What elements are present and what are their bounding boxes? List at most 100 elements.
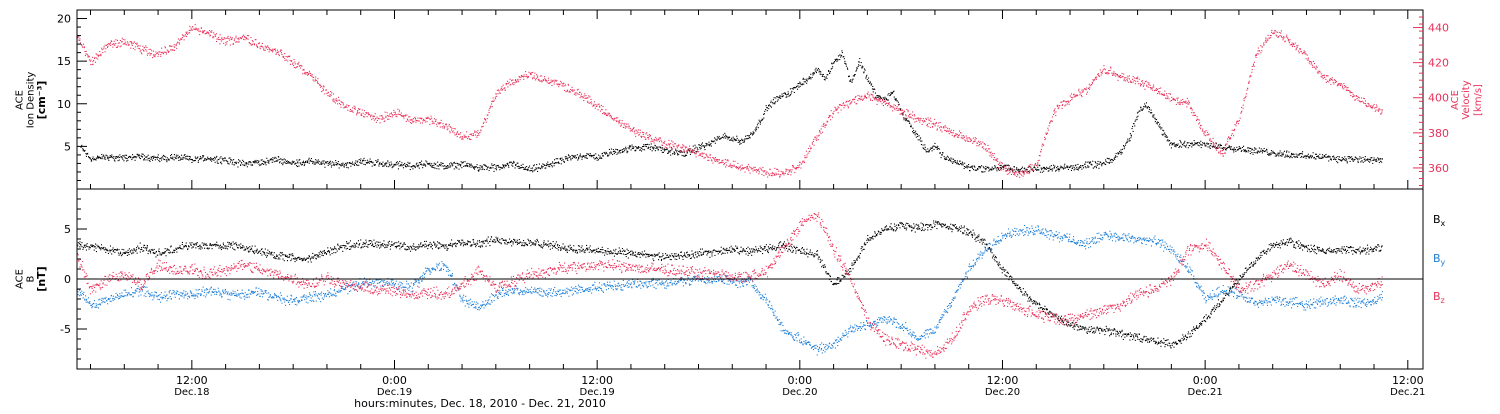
data-point xyxy=(176,156,178,158)
data-point xyxy=(446,126,448,128)
data-point xyxy=(323,163,325,165)
data-point xyxy=(598,154,600,156)
data-point xyxy=(255,161,257,163)
data-point xyxy=(249,161,251,163)
data-point xyxy=(131,41,133,43)
data-point xyxy=(541,81,543,83)
data-point xyxy=(1296,155,1298,157)
data-point xyxy=(110,44,112,46)
data-point xyxy=(806,154,808,156)
data-point xyxy=(811,76,813,78)
data-point xyxy=(418,162,420,164)
data-point xyxy=(680,147,682,149)
data-point xyxy=(1017,170,1019,172)
data-point xyxy=(310,74,312,76)
data-point xyxy=(272,51,274,53)
data-point xyxy=(784,93,786,95)
data-point xyxy=(984,144,986,146)
data-point xyxy=(573,156,575,158)
data-point xyxy=(895,98,897,100)
data-point xyxy=(1230,137,1232,139)
data-point xyxy=(203,31,205,33)
data-point xyxy=(1098,73,1100,75)
data-point xyxy=(1378,107,1380,109)
data-point xyxy=(495,93,497,95)
data-point xyxy=(524,76,526,78)
data-point xyxy=(88,156,90,158)
data-point xyxy=(572,155,574,157)
data-point xyxy=(314,163,316,165)
data-point xyxy=(1002,165,1004,167)
data-point xyxy=(182,34,184,36)
data-point xyxy=(202,31,204,33)
data-point xyxy=(1102,163,1104,165)
data-point xyxy=(687,149,689,151)
data-point xyxy=(213,159,215,161)
data-point xyxy=(260,164,262,166)
data-point xyxy=(589,96,591,98)
data-point xyxy=(485,121,487,123)
data-point xyxy=(852,75,854,77)
data-point xyxy=(301,161,303,163)
data-point xyxy=(224,157,226,159)
data-point xyxy=(519,79,521,81)
data-point xyxy=(330,162,332,164)
data-point xyxy=(99,54,101,56)
data-point xyxy=(946,129,948,131)
data-point xyxy=(456,133,458,135)
data-point xyxy=(970,166,972,168)
data-point xyxy=(105,48,107,50)
data-point xyxy=(1120,75,1122,77)
data-point xyxy=(1142,108,1144,110)
data-point xyxy=(728,137,730,139)
data-point xyxy=(122,43,124,45)
data-point xyxy=(753,169,755,171)
data-point xyxy=(524,168,526,170)
data-point xyxy=(342,104,344,106)
data-point xyxy=(1205,135,1207,137)
data-point xyxy=(1368,104,1370,106)
data-point xyxy=(108,43,110,45)
data-point xyxy=(123,155,125,157)
data-point xyxy=(1365,159,1367,161)
data-point xyxy=(936,148,938,150)
data-point xyxy=(649,135,651,137)
data-point xyxy=(900,108,902,110)
data-point xyxy=(830,119,832,121)
data-point xyxy=(533,170,535,172)
data-point xyxy=(759,121,761,123)
data-point xyxy=(195,158,197,160)
data-point xyxy=(991,169,993,171)
data-point xyxy=(1290,156,1292,158)
data-point xyxy=(605,114,607,116)
data-point xyxy=(1005,165,1007,167)
data-point xyxy=(431,166,433,168)
data-point xyxy=(460,136,462,138)
data-point xyxy=(729,163,731,165)
data-point xyxy=(732,140,734,142)
data-point xyxy=(659,137,661,139)
data-point xyxy=(949,130,951,132)
data-point xyxy=(754,129,756,131)
data-point xyxy=(849,80,851,82)
data-point xyxy=(302,73,304,75)
data-point xyxy=(847,107,849,109)
data-point xyxy=(261,159,263,161)
data-point xyxy=(940,157,942,159)
data-point xyxy=(625,125,627,127)
data-point xyxy=(284,53,286,55)
data-point xyxy=(863,71,865,73)
data-point xyxy=(1130,134,1132,136)
data-point xyxy=(1067,165,1069,167)
data-point xyxy=(1029,171,1031,173)
data-point xyxy=(1198,123,1200,125)
data-point xyxy=(913,129,915,131)
data-point xyxy=(928,149,930,151)
data-point xyxy=(1273,152,1275,154)
data-point xyxy=(281,162,283,164)
data-point xyxy=(654,150,656,152)
data-point xyxy=(879,98,881,100)
data-point xyxy=(883,97,885,99)
data-point xyxy=(302,69,304,71)
data-point xyxy=(346,106,348,108)
